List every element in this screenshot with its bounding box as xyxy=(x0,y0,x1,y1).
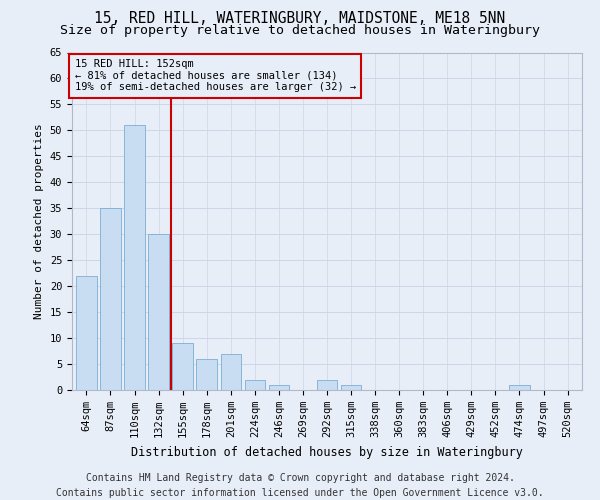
Bar xyxy=(196,359,217,390)
Bar xyxy=(148,234,169,390)
Text: 15 RED HILL: 152sqm
← 81% of detached houses are smaller (134)
19% of semi-detac: 15 RED HILL: 152sqm ← 81% of detached ho… xyxy=(74,59,356,92)
Bar xyxy=(245,380,265,390)
Text: 15, RED HILL, WATERINGBURY, MAIDSTONE, ME18 5NN: 15, RED HILL, WATERINGBURY, MAIDSTONE, M… xyxy=(94,11,506,26)
Bar xyxy=(269,385,289,390)
Bar xyxy=(341,385,361,390)
Bar xyxy=(509,385,530,390)
Bar xyxy=(317,380,337,390)
Bar xyxy=(221,354,241,390)
Bar xyxy=(172,344,193,390)
Y-axis label: Number of detached properties: Number of detached properties xyxy=(34,124,44,319)
X-axis label: Distribution of detached houses by size in Wateringbury: Distribution of detached houses by size … xyxy=(131,446,523,458)
Bar xyxy=(124,125,145,390)
Bar xyxy=(100,208,121,390)
Text: Size of property relative to detached houses in Wateringbury: Size of property relative to detached ho… xyxy=(60,24,540,37)
Text: Contains HM Land Registry data © Crown copyright and database right 2024.
Contai: Contains HM Land Registry data © Crown c… xyxy=(56,472,544,498)
Bar xyxy=(76,276,97,390)
